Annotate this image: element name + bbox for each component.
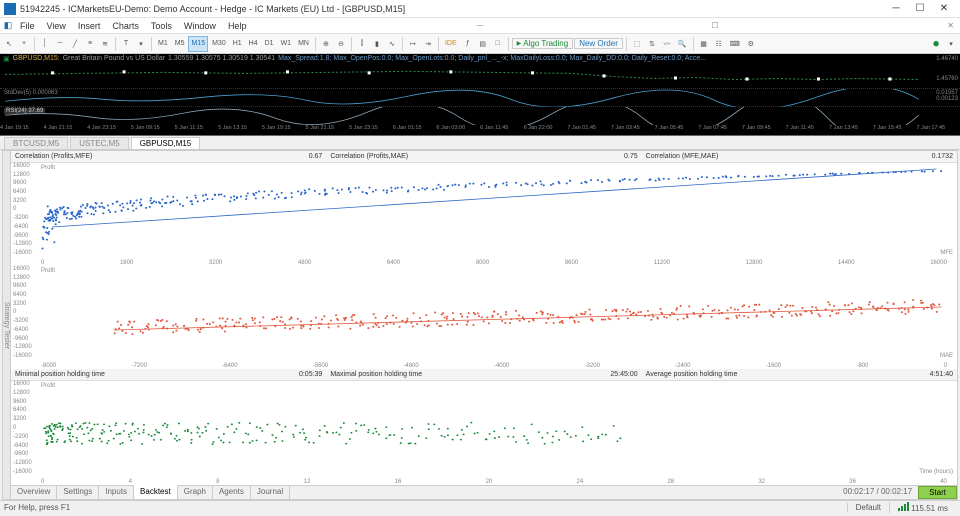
main-toolbar: ↖ + │ ─ ╱ ≡ ≋ T ▾ M1M5M15M30H1H4D1W1MN ⊕… (0, 34, 960, 54)
tool-scroll[interactable]: ↦ (406, 36, 420, 52)
tool-ide[interactable]: IDE (442, 36, 460, 52)
status-profile[interactable]: Default (847, 503, 889, 512)
tool-objects[interactable]: □ (491, 36, 505, 52)
mdi-close[interactable]: ✕ (943, 21, 958, 30)
timeframe-d1[interactable]: D1 (262, 36, 277, 52)
mdi-minimize[interactable]: ─ (473, 21, 487, 30)
tool-cursor[interactable]: ↖ (2, 36, 16, 52)
tester-start-button[interactable]: Start (918, 486, 957, 499)
menu-tools[interactable]: Tools (145, 21, 178, 31)
menu-file[interactable]: File (14, 21, 41, 31)
timeframe-mn[interactable]: MN (295, 36, 312, 52)
close-button[interactable]: ✕ (932, 1, 956, 17)
signal-bars-icon (898, 502, 909, 511)
tester-tab-settings[interactable]: Settings (57, 486, 99, 499)
minimize-button[interactable]: ─ (884, 1, 908, 17)
correlation-header-row: Correlation (Profits,MFE)0.67Correlation… (11, 151, 957, 163)
tool-bars[interactable]: ⫿ (355, 36, 369, 52)
tool-fib[interactable]: ≋ (98, 36, 112, 52)
price-chart-panel[interactable]: ▣ GBPUSD,M15: Great Britain Pound vs US … (0, 54, 960, 136)
chart-price-scale: 1.46740 1.45760 (936, 56, 958, 82)
status-help: For Help, press F1 (4, 503, 70, 512)
maximize-button[interactable]: ☐ (908, 1, 932, 17)
app-icon (4, 3, 16, 15)
mdi-restore[interactable]: ☐ (707, 21, 722, 30)
symbol-tab-2[interactable]: GBPUSD,M15 (131, 137, 201, 149)
scatter-mae[interactable]: Profit 16000128009600640032000-3200-6400… (11, 266, 957, 369)
chart-symbol-tabs: BTCUSD,M5USTEC,M5GBPUSD,M15 (0, 136, 960, 150)
tool-zoomout[interactable]: ⊖ (334, 36, 348, 52)
symbol-tab-0[interactable]: BTCUSD,M5 (4, 137, 68, 149)
tool-vline[interactable]: │ (38, 36, 52, 52)
timeframe-h4[interactable]: H4 (246, 36, 261, 52)
new-order-button[interactable]: New Order (574, 38, 623, 49)
mdi-icon: ◧ (2, 20, 14, 31)
tool-crosshair[interactable]: + (17, 36, 31, 52)
tool-candles[interactable]: ▮ (370, 36, 384, 52)
statusbar: For Help, press F1 Default 115.51 ms (0, 500, 960, 514)
tester-tab-journal[interactable]: Journal (251, 486, 290, 499)
tester-elapsed-time: 00:02:17 / 00:02:17 (837, 486, 918, 499)
tool-equi[interactable]: ≡ (83, 36, 97, 52)
tool-nav[interactable]: ▦ (697, 36, 711, 52)
tester-tab-overview[interactable]: Overview (11, 486, 57, 499)
tool-terminal[interactable]: ⌨ (727, 36, 743, 52)
tool-trend[interactable]: ╱ (68, 36, 82, 52)
tool-indicators[interactable]: ƒ (461, 36, 475, 52)
tool-depth[interactable]: ⬚ (630, 36, 644, 52)
tool-text[interactable]: T (119, 36, 133, 52)
timeframe-m5[interactable]: M5 (172, 36, 188, 52)
menubar: ◧ File View Insert Charts Tools Window H… (0, 18, 960, 34)
timeframe-h1[interactable]: H1 (230, 36, 245, 52)
menu-view[interactable]: View (41, 21, 72, 31)
scatter-mfe[interactable]: Profit 16000128009600640032000-3200-6400… (11, 163, 957, 266)
timeframe-m30[interactable]: M30 (209, 36, 229, 52)
scatter-holding-time[interactable]: Profit 16000128009600640032000-2200-6400… (11, 381, 957, 485)
tool-trade[interactable]: ⇅ (645, 36, 659, 52)
symbol-tab-1[interactable]: USTEC,M5 (70, 137, 128, 149)
tester-sidebar-label[interactable]: Strategy Tester (3, 151, 11, 499)
timeframe-w1[interactable]: W1 (278, 36, 295, 52)
tool-templates[interactable]: ▤ (476, 36, 490, 52)
chart-time-axis: 4 Jan 19:154 Jan 21:154 Jan 23:155 Jan 0… (0, 125, 960, 135)
menu-window[interactable]: Window (178, 21, 222, 31)
holding-time-header-row: Minimal position holding time0:05:39Maxi… (11, 369, 957, 381)
timeframe-m1[interactable]: M1 (155, 36, 171, 52)
window-title: 51942245 - ICMarketsEU-Demo: Demo Accoun… (20, 4, 884, 14)
algo-trading-button[interactable]: Algo Trading (512, 38, 574, 49)
tool-tester[interactable]: ⚙ (744, 36, 758, 52)
tool-hline[interactable]: ─ (53, 36, 67, 52)
tester-tab-graph[interactable]: Graph (178, 486, 213, 499)
menu-charts[interactable]: Charts (106, 21, 145, 31)
tester-tab-inputs[interactable]: Inputs (99, 486, 134, 499)
tester-tab-backtest[interactable]: Backtest (134, 485, 178, 499)
tool-zoomin[interactable]: ⊕ (319, 36, 333, 52)
tool-notify[interactable]: ▾ (944, 36, 958, 52)
tool-shift[interactable]: ⇥ (421, 36, 435, 52)
tool-market[interactable]: ☷ (712, 36, 726, 52)
timeframe-m15[interactable]: M15 (188, 36, 208, 52)
tool-vps[interactable]: ⬢ (929, 36, 943, 52)
tool-line[interactable]: ∿ (385, 36, 399, 52)
menu-insert[interactable]: Insert (72, 21, 107, 31)
tool-signal[interactable]: 〰 (660, 36, 674, 52)
tester-tab-agents[interactable]: Agents (213, 486, 251, 499)
tool-search[interactable]: 🔍 (675, 36, 690, 52)
window-titlebar: 51942245 - ICMarketsEU-Demo: Demo Accoun… (0, 0, 960, 18)
tester-tabs: OverviewSettingsInputsBacktestGraphAgent… (11, 485, 957, 499)
status-connection[interactable]: 115.51 ms (889, 502, 956, 513)
tool-more[interactable]: ▾ (134, 36, 148, 52)
menu-help[interactable]: Help (222, 21, 253, 31)
